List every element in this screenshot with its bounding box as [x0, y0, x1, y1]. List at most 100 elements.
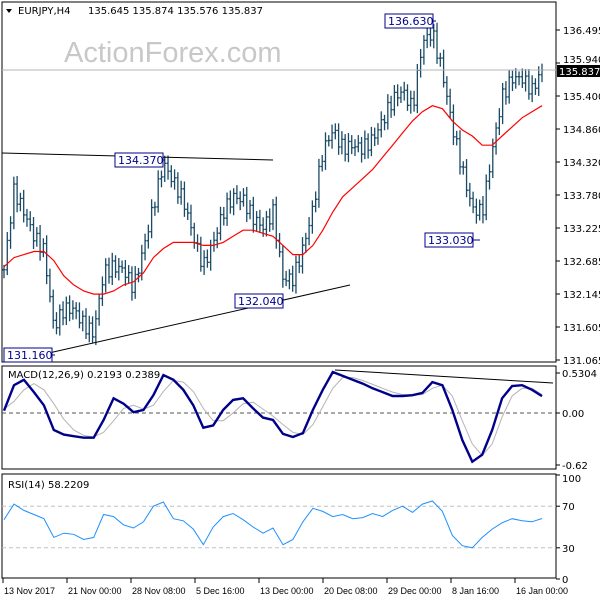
price-bar	[294, 255, 298, 294]
price-bar	[412, 90, 416, 112]
price-bar	[117, 257, 121, 281]
price-bar	[281, 245, 285, 288]
price-bar	[527, 69, 531, 100]
price-bar	[514, 68, 518, 89]
price-bar	[445, 76, 449, 105]
price-bar	[402, 81, 406, 101]
price-bar	[337, 123, 341, 155]
price-bar	[471, 191, 475, 214]
price-bar	[461, 161, 465, 175]
rsi-y-tick-label: 70	[562, 502, 575, 513]
price-bar	[537, 66, 541, 97]
price-bar	[130, 266, 134, 301]
annotation-label: 136.630	[388, 15, 434, 28]
macd-plot	[2, 369, 556, 464]
price-bar	[143, 233, 147, 261]
price-bar	[399, 86, 403, 103]
price-bar	[465, 159, 469, 198]
rsi-y-tick-label: 100	[562, 474, 581, 485]
price-bar	[474, 198, 478, 224]
price-bar	[363, 130, 367, 160]
price-bar	[71, 300, 75, 320]
macd-title: MACD(12,26,9) 0.2193 0.2389	[8, 370, 160, 381]
price-bar	[245, 186, 249, 222]
header: EURJPY,H4 135.645 135.874 135.576 135.83…	[6, 6, 263, 17]
y-tick-label: 133.225	[563, 224, 600, 235]
price-bar	[84, 308, 88, 340]
price-bar	[91, 316, 95, 344]
y-tick-label: 131.605	[563, 323, 600, 334]
price-bar	[38, 224, 42, 261]
price-bar	[497, 108, 501, 136]
price-bar	[383, 114, 387, 131]
price-bar	[45, 235, 49, 285]
price-bar	[127, 265, 131, 283]
annotation-box	[3, 347, 53, 363]
price-bar	[173, 169, 177, 190]
price-bar	[222, 206, 226, 226]
price-bar	[448, 88, 452, 119]
price-bar	[228, 190, 232, 214]
price-bar	[343, 134, 347, 162]
macd-line	[2, 370, 543, 464]
price-annotation: 136.630	[384, 13, 436, 29]
y-tick-label: 135.940	[563, 55, 600, 66]
price-bar	[64, 296, 68, 326]
price-bar	[241, 188, 245, 207]
price-bar	[133, 266, 137, 299]
x-tick-label: 8 Jan 16:00	[452, 586, 499, 596]
price-bar	[481, 196, 485, 224]
price-bar	[442, 49, 446, 88]
price-bar	[25, 208, 29, 227]
x-tick-label: 21 Nov 00:00	[68, 586, 122, 596]
price-bar	[392, 85, 396, 116]
annotation-box	[384, 13, 434, 29]
price-bar	[340, 131, 344, 155]
price-bar	[114, 255, 118, 278]
price-bar	[304, 232, 308, 253]
price-bar	[41, 238, 45, 258]
x-tick-label: 5 Dec 16:00	[196, 586, 245, 596]
price-bar	[346, 132, 350, 163]
price-bar	[166, 155, 170, 180]
price-bar	[120, 260, 124, 274]
price-bar	[317, 158, 321, 208]
price-bar	[297, 254, 301, 274]
price-bar	[58, 304, 62, 336]
x-tick-label: 13 Nov 2017	[4, 586, 55, 596]
current-price-value: 135.837	[559, 67, 600, 78]
y-tick-label: 135.400	[563, 92, 600, 103]
x-tick-label: 16 Jan 00:00	[516, 586, 568, 596]
price-bar	[107, 257, 111, 284]
price-bar	[18, 192, 22, 212]
macd-panel	[1, 365, 557, 470]
price-bar	[219, 206, 223, 241]
price-bar	[35, 227, 39, 247]
price-bar	[396, 84, 400, 107]
price-bar	[323, 132, 327, 170]
price-bar	[74, 302, 78, 320]
y-tick-label: 134.860	[563, 125, 600, 136]
price-bar	[235, 185, 239, 205]
y-tick-label: 132.685	[563, 257, 600, 268]
dropdown-triangle-icon[interactable]	[6, 9, 12, 13]
moving-average-line	[3, 105, 543, 295]
price-bar	[150, 199, 154, 239]
price-bar	[484, 174, 488, 221]
price-plot: 136.630 134.370 132.040 131.160 133.030	[1, 13, 556, 363]
price-bar	[524, 69, 528, 92]
price-bar	[251, 196, 255, 233]
price-bar	[182, 181, 186, 217]
price-bar	[438, 52, 442, 67]
price-annotation: 133.030	[424, 232, 480, 248]
price-bar	[156, 170, 160, 213]
price-annotation: 131.160	[3, 347, 55, 363]
price-bar	[61, 301, 65, 326]
rsi-line	[3, 500, 543, 549]
price-bar	[54, 312, 58, 335]
annotation-label: 133.030	[428, 234, 474, 247]
x-tick-label: 20 Dec 08:00	[324, 586, 378, 596]
price-bar	[153, 201, 157, 216]
price-bar	[455, 130, 459, 146]
